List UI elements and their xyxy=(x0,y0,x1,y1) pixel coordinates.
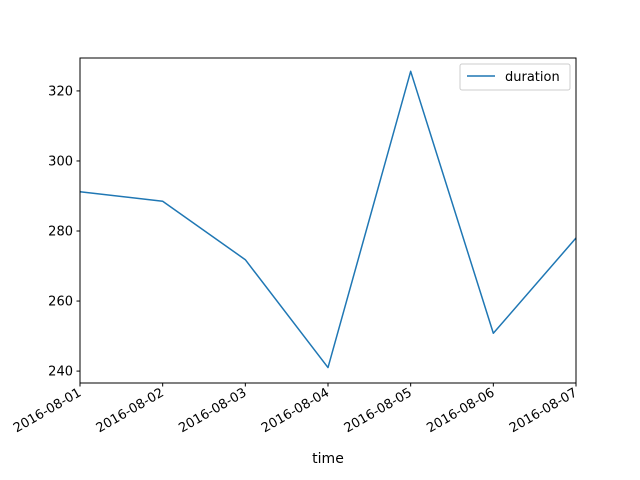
legend-box xyxy=(459,63,571,91)
legend: duration xyxy=(459,63,571,91)
series-line-group xyxy=(79,70,577,369)
series-line xyxy=(79,70,577,369)
y-tick-label: 260 xyxy=(48,295,73,310)
y-axis: 240 260 280 300 320 xyxy=(48,84,80,380)
y-tick-label: 240 xyxy=(48,365,73,380)
legend-label: duration xyxy=(505,70,560,85)
y-tick-label: 280 xyxy=(48,225,73,240)
y-tick-label: 300 xyxy=(48,154,73,169)
y-tick-label: 320 xyxy=(48,84,73,99)
x-axis-label: time xyxy=(312,451,344,467)
plot-frame xyxy=(79,57,577,384)
